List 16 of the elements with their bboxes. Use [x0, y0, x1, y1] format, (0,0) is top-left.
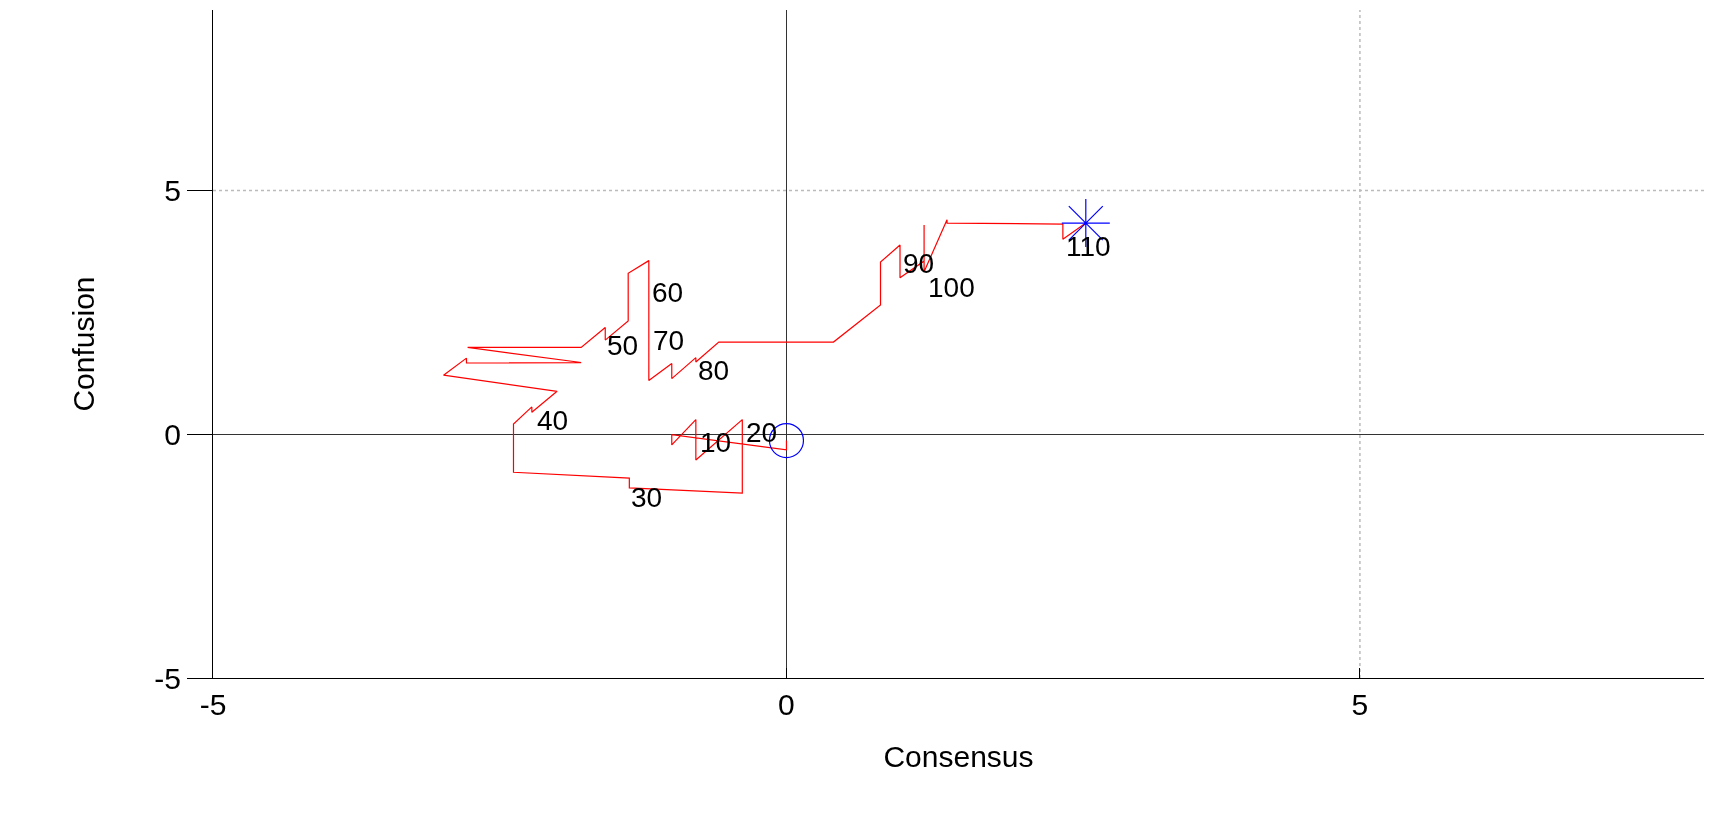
y-tick-label: 0: [164, 417, 181, 451]
annotation: 30: [631, 482, 663, 513]
annotation: 40: [537, 405, 569, 436]
y-axis-title: Confusion: [67, 276, 101, 412]
x-tick-label: 0: [778, 688, 795, 721]
annotation: 100: [928, 272, 975, 303]
x-axis-title: Consensus: [883, 739, 1034, 773]
annotation: 80: [698, 355, 730, 386]
x-tick-label: 5: [1351, 688, 1369, 721]
x-tick-label: -5: [199, 688, 227, 721]
annotation: 70: [653, 325, 685, 356]
y-tick-label: -5: [154, 661, 181, 695]
y-tick-label: 5: [164, 173, 181, 207]
annotation: 60: [652, 277, 684, 308]
annotation: 110: [1066, 231, 1111, 262]
annotation: 50: [607, 330, 639, 361]
